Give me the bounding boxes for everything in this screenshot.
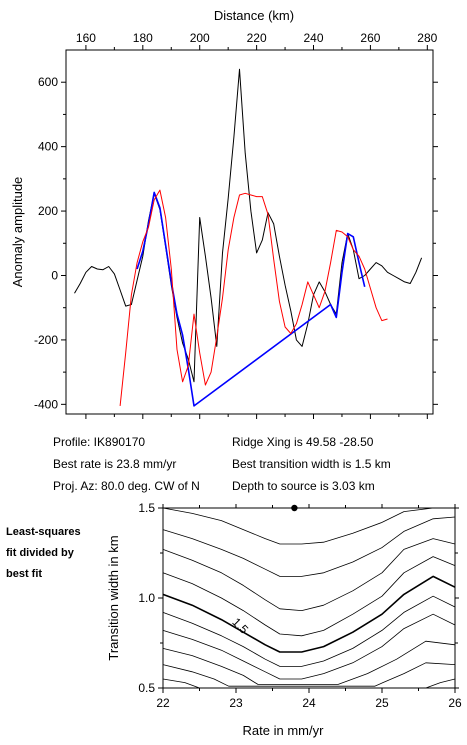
best-rate-text: Best rate is 23.8 mm/yr (53, 457, 176, 471)
y-tick-label: 400 (38, 140, 58, 154)
y-tick-label: 0.5 (138, 681, 155, 695)
x-tick-label: 22 (156, 696, 170, 710)
y-axis-label-bottom: Transition width in km (106, 535, 121, 660)
side-label-line-2: fit divided by (6, 547, 75, 559)
y-tick-label: 1.0 (138, 591, 155, 605)
depth-text: Depth to source is 3.03 km (232, 479, 375, 493)
x-axis-label-top: Distance (km) (214, 8, 294, 23)
y-tick-label: 0 (51, 268, 58, 282)
proj-az-text: Proj. Az: 80.0 deg. CW of N (53, 479, 200, 493)
anomaly-series (74, 68, 423, 407)
contour-plot: 1.5 22 23 24 25 26 0.5 1.0 1.5 (138, 501, 462, 710)
best-fit-point (291, 504, 298, 512)
y-tick-label: -400 (34, 397, 58, 411)
x-axis-label-bottom: Rate in mm/yr (243, 723, 325, 738)
y-tick-label: 600 (38, 75, 58, 89)
model-anomaly-line (119, 189, 388, 406)
best-width-text: Best transition width is 1.5 km (232, 457, 391, 471)
anomaly-plot-frame (65, 49, 434, 415)
x-tick-label: 200 (190, 31, 210, 45)
contour-line (162, 613, 456, 680)
fit-segment-line (136, 191, 366, 407)
profile-text: Profile: IK890170 (53, 435, 145, 449)
x-tick-label: 160 (76, 31, 96, 45)
contour-line (162, 595, 456, 667)
contour-line (162, 575, 456, 653)
x-tick-label: 220 (247, 31, 267, 45)
contour-axis-ticks: 22 23 24 25 26 0.5 1.0 1.5 (138, 501, 462, 710)
x-tick-label: 240 (303, 31, 323, 45)
x-tick-label: 23 (229, 696, 243, 710)
ridge-xing-text: Ridge Xing is 49.58 -28.50 (232, 435, 374, 449)
side-label-line-1: Least-squares (6, 526, 81, 538)
x-tick-label: 25 (375, 696, 389, 710)
x-tick-label: 26 (448, 696, 462, 710)
contour-line (162, 678, 456, 689)
contour-line (162, 640, 456, 685)
x-tick-label: 180 (133, 31, 153, 45)
contour-line (162, 538, 456, 611)
contour-line (162, 556, 456, 637)
contour-lines: 1.5 (162, 507, 456, 689)
contour-line (162, 516, 456, 577)
anomaly-plot: 160 180 200 220 240 260 280 -400 -200 0 200 400 600 (34, 31, 438, 419)
contour-line (162, 662, 456, 687)
x-tick-label: 280 (417, 31, 437, 45)
contour-line (162, 507, 455, 545)
y-tick-label: -200 (34, 333, 58, 347)
side-label-line-3: best fit (6, 568, 42, 580)
observed-anomaly-line (74, 68, 423, 383)
x-tick-label: 24 (302, 696, 316, 710)
y-axis-label-top: Anomaly amplitude (10, 177, 25, 288)
y-tick-label: 1.5 (138, 501, 155, 515)
anomaly-axis-ticks: 160 180 200 220 240 260 280 -400 -200 0 200 400 600 (34, 31, 438, 419)
contour-value-label: 1.5 (229, 615, 251, 637)
y-tick-label: 200 (38, 204, 58, 218)
x-tick-label: 260 (360, 31, 380, 45)
